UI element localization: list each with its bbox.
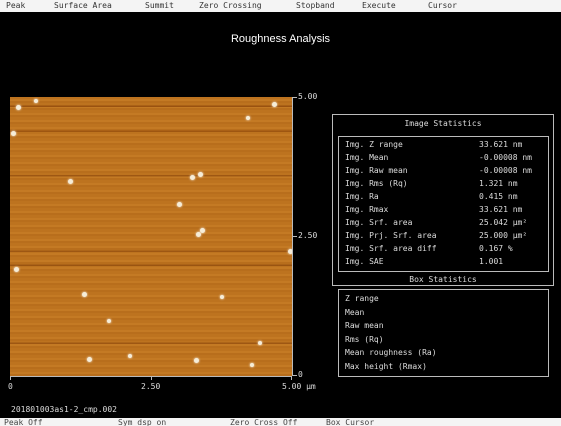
panel-title: Image Statistics [332,119,554,128]
stat-value: 1.321 nm [479,179,518,188]
status-item: Box Cursor [326,418,374,426]
status-item: Sym dsp on [118,418,166,426]
status-bar: Peak Off Sym dsp on Zero Cross Off Box Curs… [0,418,561,426]
stat-label: Img. Srf. area diff [345,244,437,253]
stat-value: 33.621 nm [479,140,522,149]
status-item: Peak Off [4,418,43,426]
y-tick-label: 2.50 [298,231,317,240]
image-statistics-table: Img. Z range 33.621 nm Img. Mean -0.00008 n… [338,136,549,272]
x-tick-label: 2.50 [141,382,160,391]
x-tick-label: 0 [8,382,13,391]
stat-value: 1.001 [479,257,503,266]
stat-label: Img. Z range [345,140,403,149]
stat-label: Img. SAE [345,257,384,266]
stat-value: -0.00008 nm [479,153,532,162]
stat-value: 0.167 % [479,244,513,253]
stat-label: Img. Mean [345,153,388,162]
afm-window: PeakSurface AreaSummitZero CrossingStopb… [0,0,561,426]
stat-label: Raw mean [345,321,384,330]
y-tick-label: 5.00 [298,92,317,101]
stat-label: Img. Rms (Rq) [345,179,408,188]
stat-label: Img. Ra [345,192,379,201]
stat-label: Mean [345,308,364,317]
stat-value: 25.000 µm² [479,231,527,240]
stat-label: Img. Raw mean [345,166,408,175]
stat-label: Z range [345,294,379,303]
box-statistics-table: Z range Mean Raw mean Rms (Rq) Mean roughnes… [338,289,549,377]
stat-value: 0.415 nm [479,192,518,201]
stat-label: Max height (Rmax) [345,362,427,371]
status-item: Zero Cross Off [230,418,297,426]
stat-label: Mean roughness (Ra) [345,348,437,357]
stat-value: -0.00008 nm [479,166,532,175]
stat-label: Img. Srf. area [345,218,412,227]
stat-label: Rms (Rq) [345,335,384,344]
x-tick-label: 5.00 µm [282,382,316,391]
panel-title: Box Statistics [332,275,554,284]
stat-value: 25.042 µm² [479,218,527,227]
y-tick-label: 0 [298,370,303,379]
stat-label: Img. Prj. Srf. area [345,231,437,240]
stat-label: Img. Rmax [345,205,388,214]
stat-value: 33.621 nm [479,205,522,214]
filename: 201801003as1-2_cmp.002 [11,405,117,414]
